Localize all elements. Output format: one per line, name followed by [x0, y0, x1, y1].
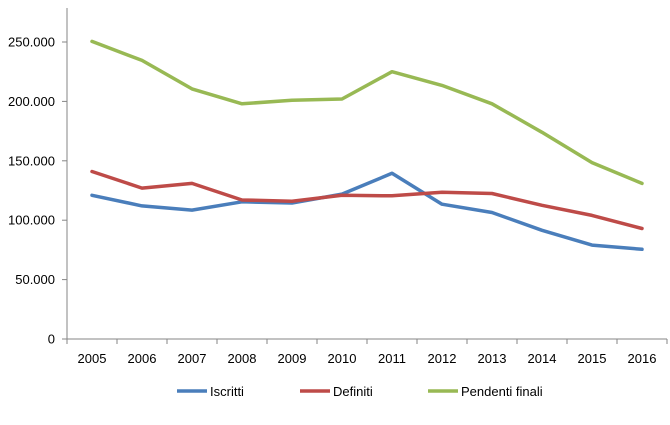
x-tick-label: 2007: [178, 351, 207, 366]
x-tick-label: 2014: [528, 351, 557, 366]
x-tick-label: 2015: [578, 351, 607, 366]
series-line-3: [90, 39, 644, 186]
y-axis-labels: 0 50.000 100.000 150.000 200.000 250.000: [8, 35, 55, 347]
y-tick-label: 0: [48, 332, 55, 347]
legend-label: Definiti: [333, 384, 373, 399]
x-tick-label: 2012: [428, 351, 457, 366]
y-tick-label: 50.000: [15, 272, 55, 287]
chart-axes: [62, 8, 668, 344]
y-tick-label: 150.000: [8, 153, 55, 168]
legend: Iscritti Definiti Pendenti finali: [177, 384, 543, 399]
x-tick-label: 2008: [228, 351, 257, 366]
series-line-1: [90, 171, 644, 252]
x-axis-labels: 2005 2006 2007 2008 2009 2010 2011 2012 2013 2014…: [78, 351, 657, 366]
x-tick-label: 2010: [328, 351, 357, 366]
x-tick-label: 2016: [628, 351, 657, 366]
y-tick-label: 250.000: [8, 35, 55, 50]
x-tick-label: 2005: [78, 351, 107, 366]
x-tick-label: 2009: [278, 351, 307, 366]
series-lines: [90, 39, 644, 252]
y-tick-label: 100.000: [8, 213, 55, 228]
x-tick-label: 2013: [478, 351, 507, 366]
y-tick-label: 200.000: [8, 94, 55, 109]
x-tick-label: 2011: [378, 351, 406, 366]
series-line-2: [90, 169, 644, 231]
x-tick-label: 2006: [128, 351, 157, 366]
legend-label: Iscritti: [210, 384, 244, 399]
legend-label: Pendenti finali: [461, 384, 543, 399]
